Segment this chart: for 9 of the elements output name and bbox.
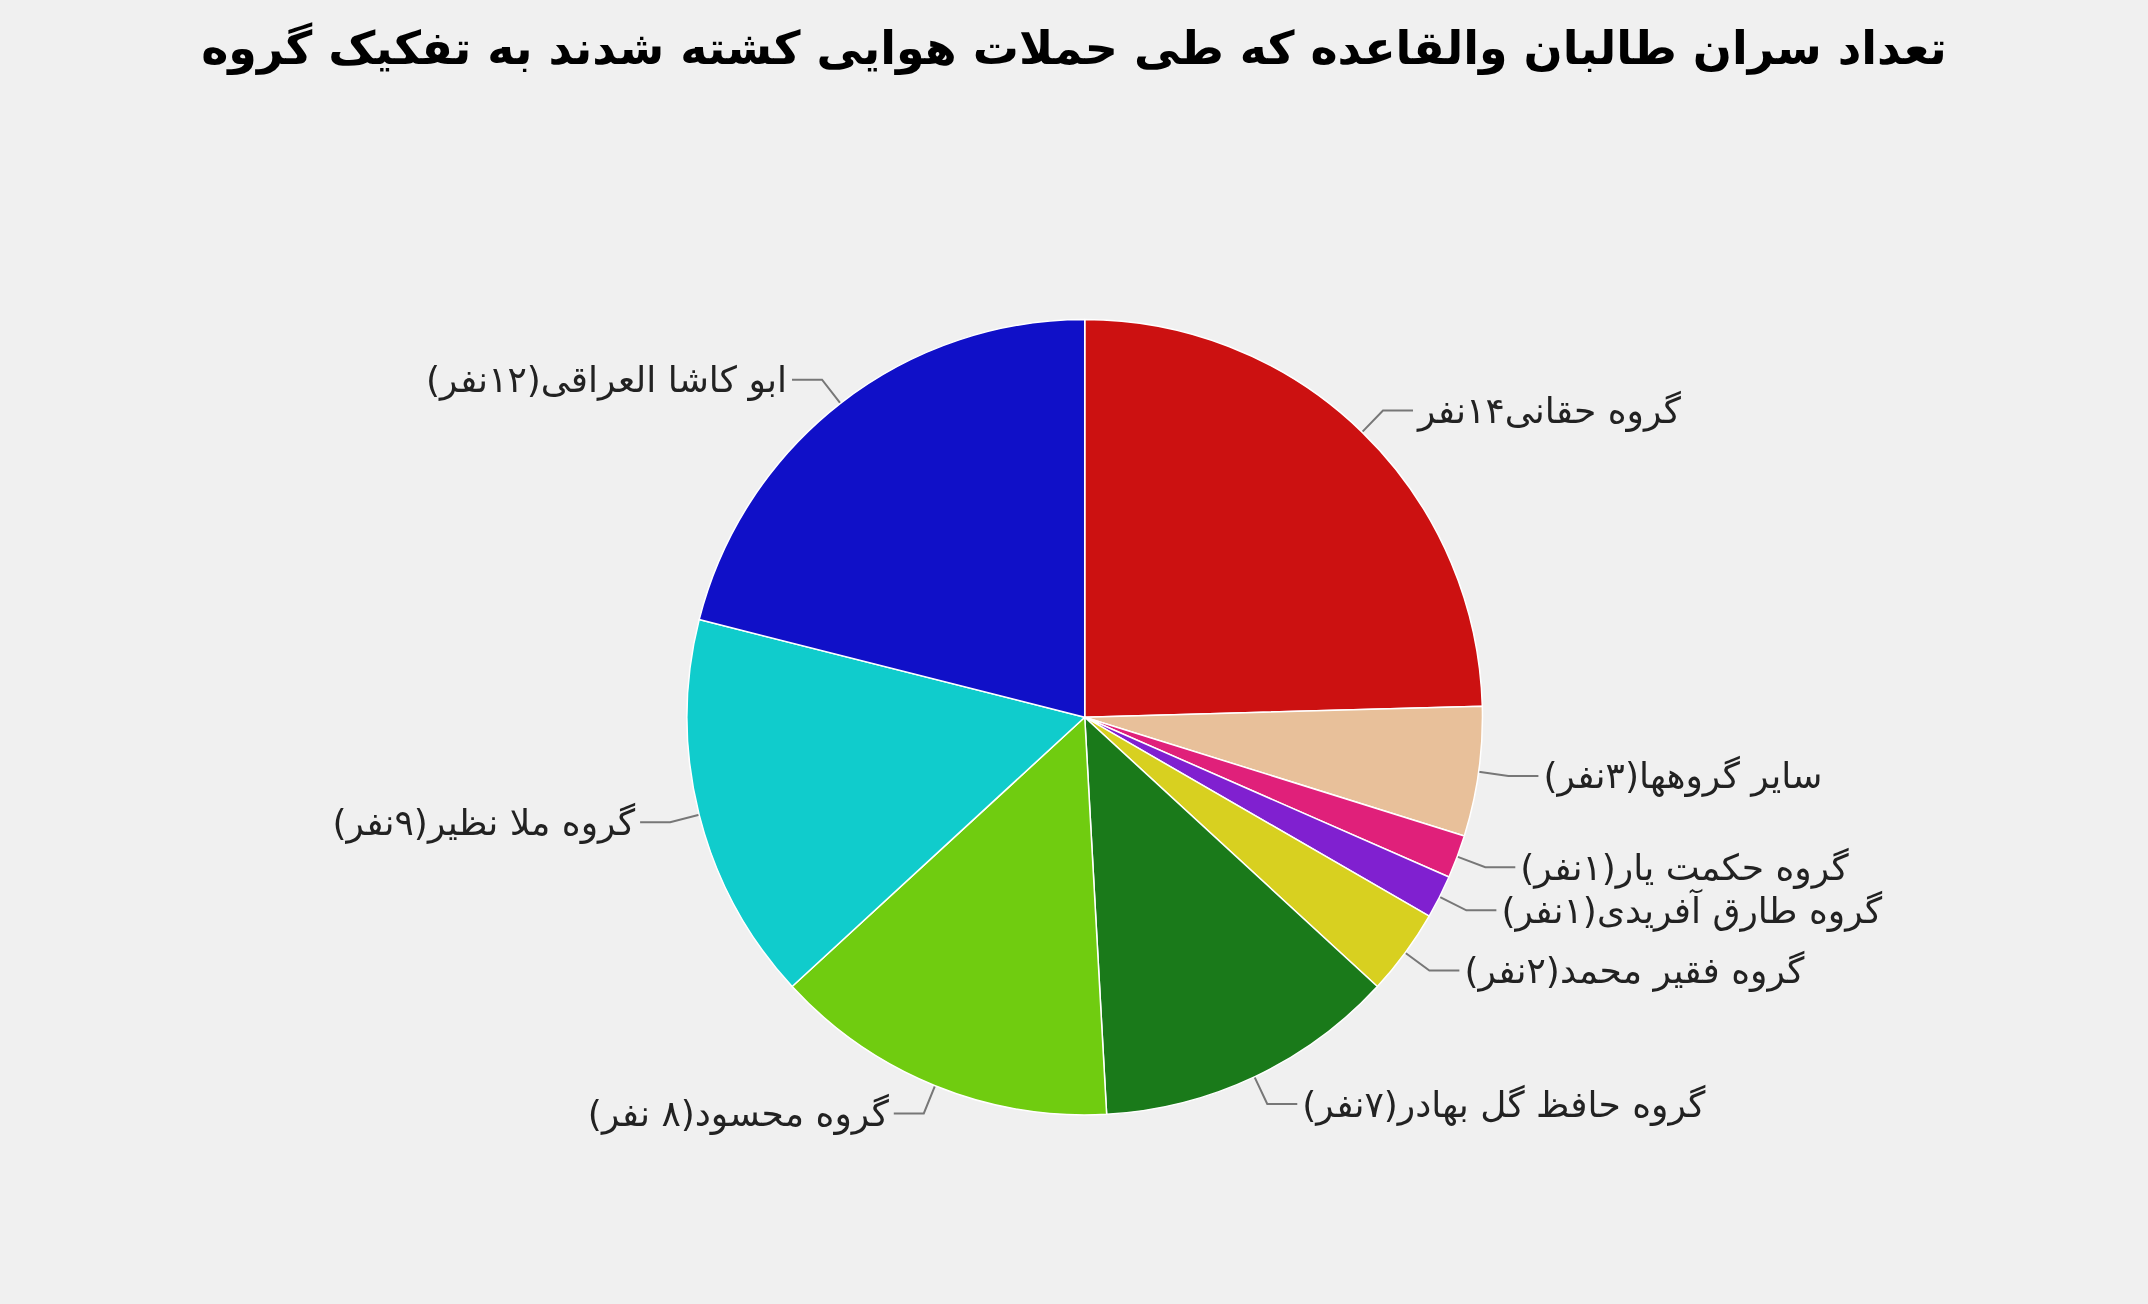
slice-label: گروه ملا نظیر(۹نفر) <box>332 801 636 844</box>
slice-label: سایر گروهها(۳نفر) <box>1543 755 1823 798</box>
chart-title: تعداد سران طالبان والقاعده که طی حملات هوایی کشته شدند به تفکیک گروه <box>201 21 1947 75</box>
slice-label: گروه حقانی۱۴نفر <box>1415 390 1682 433</box>
slice-label: گروه حافظ گل بهادر(۷نفر) <box>1302 1083 1707 1126</box>
slice-label: گروه فقیر محمد(۲نفر) <box>1464 950 1806 993</box>
slice-label: ابو کاشا العراقی(۱۲نفر) <box>426 359 788 402</box>
slice-label: گروه محسود(۸ نفر) <box>587 1092 890 1135</box>
slice-label: گروه حکمت یار(۱نفر) <box>1520 846 1850 889</box>
